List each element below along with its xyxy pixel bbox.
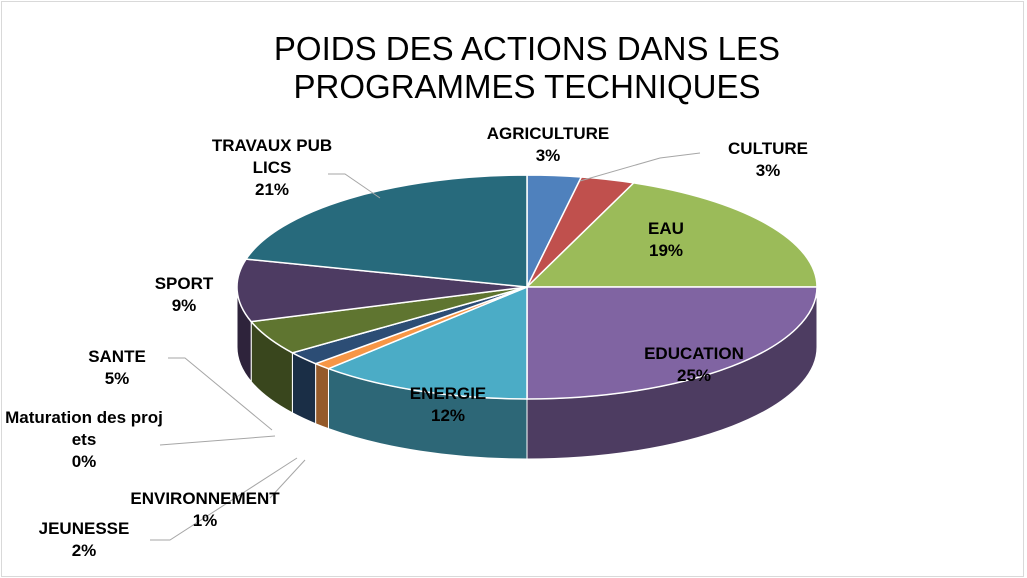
chart-title: POIDS DES ACTIONS DANS LES PROGRAMMES TE… [273, 30, 781, 105]
value-label: 5% [104, 369, 130, 388]
data-label: ENERGIE 12% [378, 383, 518, 427]
category-label: CULTURE [728, 139, 808, 158]
value-label: 9% [171, 296, 197, 315]
value-label: 2% [71, 541, 97, 560]
value-label: 3% [535, 146, 561, 165]
value-label: 25% [676, 366, 712, 385]
data-label: EDUCATION 25% [614, 343, 774, 387]
value-label: 21% [254, 180, 290, 199]
leader-line [579, 152, 701, 182]
leader-line [328, 173, 381, 199]
category-label: EAU [648, 219, 684, 238]
data-label: TRAVAUX PUBLICS 21% [207, 135, 337, 201]
data-label: SANTE 5% [62, 346, 172, 390]
data-label: ENVIRONNEMENT 1% [121, 488, 289, 532]
category-label: SANTE [88, 347, 146, 366]
data-label: JEUNESSE 2% [14, 518, 154, 562]
pie-slice-side [315, 362, 329, 430]
category-label: JEUNESSE [38, 519, 130, 538]
pie-slice [244, 174, 528, 288]
value-label: 0% [71, 452, 97, 471]
category-label: ENVIRONNEMENT [130, 489, 280, 508]
category-label: ENERGIE [409, 384, 487, 403]
data-label: AGRICULTURE 3% [448, 123, 648, 167]
data-label: SPORT 9% [129, 273, 239, 317]
value-label: 1% [192, 511, 218, 530]
value-label: 3% [755, 161, 781, 180]
pie-slice [326, 285, 528, 400]
leader-line [269, 459, 306, 499]
category-label: AGRICULTURE [486, 124, 610, 143]
value-label: 19% [648, 241, 684, 260]
category-label: EDUCATION [644, 344, 744, 363]
data-label: EAU 19% [606, 218, 726, 262]
pie-slice [236, 258, 528, 323]
leader-line [159, 435, 276, 446]
leader-line [168, 357, 273, 431]
category-label: Maturation des projets [5, 408, 163, 449]
leader-line [150, 457, 298, 541]
data-label: CULTURE 3% [698, 138, 838, 182]
data-label: Maturation des projets 0% [4, 407, 164, 473]
category-label: TRAVAUX PUBLICS [211, 136, 333, 177]
category-label: SPORT [154, 274, 214, 293]
pie-slice [526, 286, 818, 400]
pie-slice-side [291, 352, 317, 425]
value-label: 12% [430, 406, 466, 425]
pie-slice [525, 182, 818, 288]
